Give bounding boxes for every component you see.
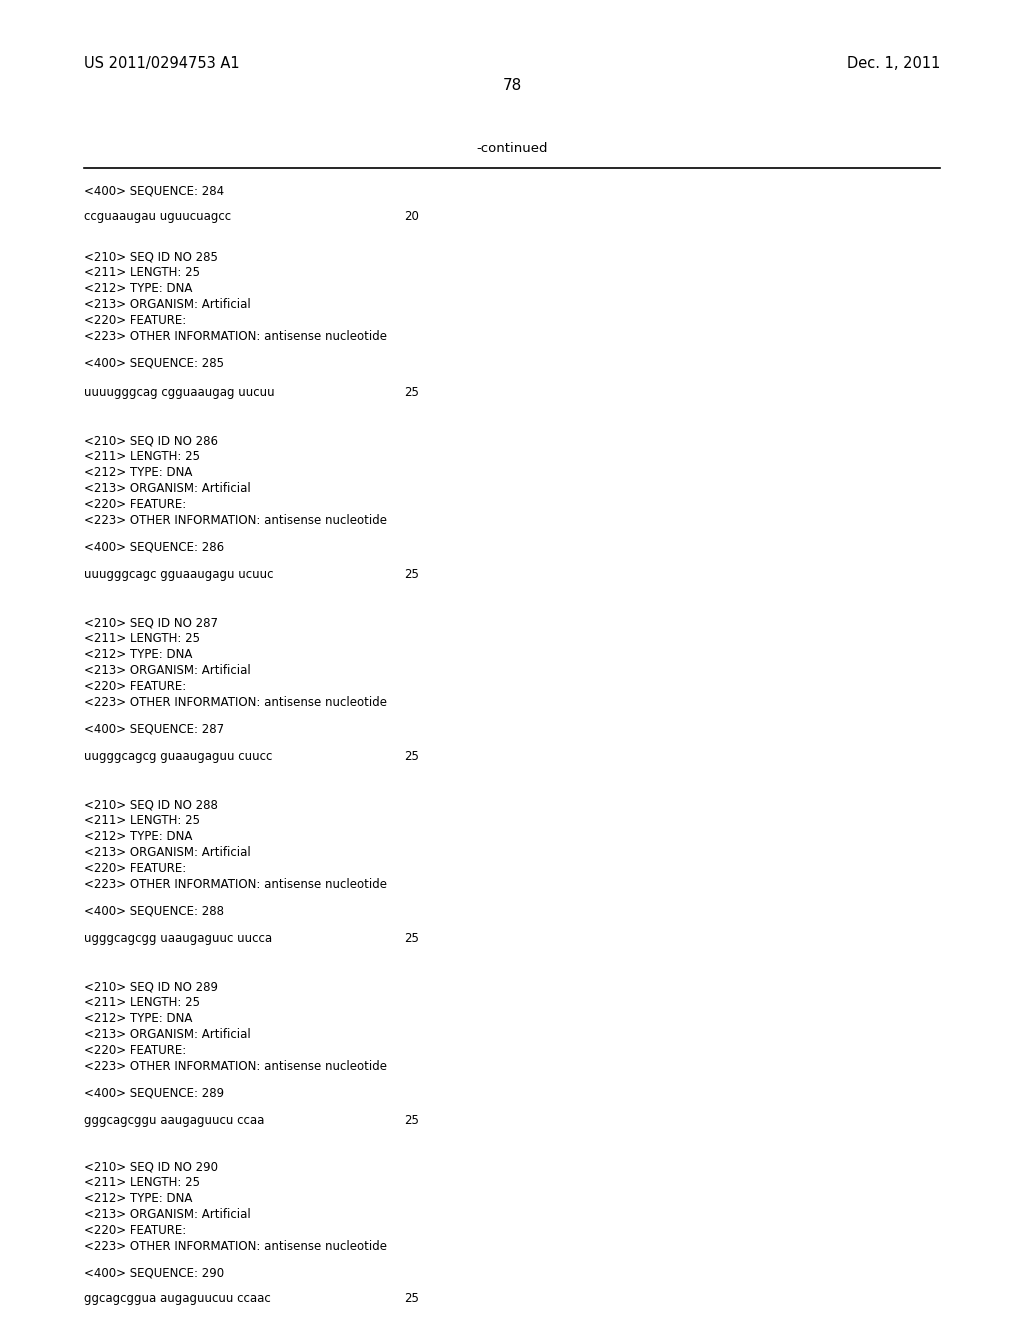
Text: <210> SEQ ID NO 285: <210> SEQ ID NO 285	[84, 249, 218, 263]
Text: <212> TYPE: DNA: <212> TYPE: DNA	[84, 282, 193, 294]
Text: <223> OTHER INFORMATION: antisense nucleotide: <223> OTHER INFORMATION: antisense nucle…	[84, 696, 387, 709]
Text: 25: 25	[404, 932, 420, 945]
Text: uuuugggcag cgguaaugag uucuu: uuuugggcag cgguaaugag uucuu	[84, 385, 274, 399]
Text: <212> TYPE: DNA: <212> TYPE: DNA	[84, 1012, 193, 1026]
Text: <223> OTHER INFORMATION: antisense nucleotide: <223> OTHER INFORMATION: antisense nucle…	[84, 1239, 387, 1253]
Text: <220> FEATURE:: <220> FEATURE:	[84, 680, 186, 693]
Text: <213> ORGANISM: Artificial: <213> ORGANISM: Artificial	[84, 664, 251, 677]
Text: <223> OTHER INFORMATION: antisense nucleotide: <223> OTHER INFORMATION: antisense nucle…	[84, 513, 387, 527]
Text: <400> SEQUENCE: 285: <400> SEQUENCE: 285	[84, 356, 224, 370]
Text: uugggcagcg guaaugaguu cuucc: uugggcagcg guaaugaguu cuucc	[84, 750, 272, 763]
Text: <212> TYPE: DNA: <212> TYPE: DNA	[84, 830, 193, 843]
Text: <210> SEQ ID NO 288: <210> SEQ ID NO 288	[84, 799, 218, 810]
Text: <212> TYPE: DNA: <212> TYPE: DNA	[84, 466, 193, 479]
Text: <210> SEQ ID NO 289: <210> SEQ ID NO 289	[84, 979, 218, 993]
Text: <210> SEQ ID NO 286: <210> SEQ ID NO 286	[84, 434, 218, 447]
Text: <213> ORGANISM: Artificial: <213> ORGANISM: Artificial	[84, 1208, 251, 1221]
Text: <220> FEATURE:: <220> FEATURE:	[84, 314, 186, 327]
Text: 78: 78	[503, 78, 521, 92]
Text: <220> FEATURE:: <220> FEATURE:	[84, 498, 186, 511]
Text: <400> SEQUENCE: 290: <400> SEQUENCE: 290	[84, 1266, 224, 1279]
Text: <400> SEQUENCE: 287: <400> SEQUENCE: 287	[84, 722, 224, 735]
Text: <220> FEATURE:: <220> FEATURE:	[84, 1044, 186, 1057]
Text: ggcagcggua augaguucuu ccaac: ggcagcggua augaguucuu ccaac	[84, 1292, 270, 1305]
Text: <211> LENGTH: 25: <211> LENGTH: 25	[84, 997, 200, 1008]
Text: -continued: -continued	[476, 143, 548, 154]
Text: <400> SEQUENCE: 284: <400> SEQUENCE: 284	[84, 185, 224, 198]
Text: <400> SEQUENCE: 286: <400> SEQUENCE: 286	[84, 540, 224, 553]
Text: <223> OTHER INFORMATION: antisense nucleotide: <223> OTHER INFORMATION: antisense nucle…	[84, 878, 387, 891]
Text: <220> FEATURE:: <220> FEATURE:	[84, 862, 186, 875]
Text: ugggcagcgg uaaugaguuc uucca: ugggcagcgg uaaugaguuc uucca	[84, 932, 272, 945]
Text: 25: 25	[404, 385, 420, 399]
Text: <400> SEQUENCE: 289: <400> SEQUENCE: 289	[84, 1086, 224, 1100]
Text: <213> ORGANISM: Artificial: <213> ORGANISM: Artificial	[84, 1028, 251, 1041]
Text: <210> SEQ ID NO 290: <210> SEQ ID NO 290	[84, 1160, 218, 1173]
Text: <213> ORGANISM: Artificial: <213> ORGANISM: Artificial	[84, 482, 251, 495]
Text: <212> TYPE: DNA: <212> TYPE: DNA	[84, 1192, 193, 1205]
Text: 20: 20	[404, 210, 420, 223]
Text: <223> OTHER INFORMATION: antisense nucleotide: <223> OTHER INFORMATION: antisense nucle…	[84, 1060, 387, 1073]
Text: <213> ORGANISM: Artificial: <213> ORGANISM: Artificial	[84, 846, 251, 859]
Text: <400> SEQUENCE: 288: <400> SEQUENCE: 288	[84, 904, 224, 917]
Text: <211> LENGTH: 25: <211> LENGTH: 25	[84, 450, 200, 463]
Text: 25: 25	[404, 1114, 420, 1127]
Text: <211> LENGTH: 25: <211> LENGTH: 25	[84, 1176, 200, 1189]
Text: <211> LENGTH: 25: <211> LENGTH: 25	[84, 814, 200, 828]
Text: US 2011/0294753 A1: US 2011/0294753 A1	[84, 55, 240, 71]
Text: <223> OTHER INFORMATION: antisense nucleotide: <223> OTHER INFORMATION: antisense nucle…	[84, 330, 387, 343]
Text: uuugggcagc gguaaugagu ucuuc: uuugggcagc gguaaugagu ucuuc	[84, 568, 273, 581]
Text: 25: 25	[404, 750, 420, 763]
Text: Dec. 1, 2011: Dec. 1, 2011	[847, 55, 940, 71]
Text: <213> ORGANISM: Artificial: <213> ORGANISM: Artificial	[84, 298, 251, 312]
Text: 25: 25	[404, 568, 420, 581]
Text: <210> SEQ ID NO 287: <210> SEQ ID NO 287	[84, 616, 218, 630]
Text: <211> LENGTH: 25: <211> LENGTH: 25	[84, 267, 200, 279]
Text: <211> LENGTH: 25: <211> LENGTH: 25	[84, 632, 200, 645]
Text: <212> TYPE: DNA: <212> TYPE: DNA	[84, 648, 193, 661]
Text: ccguaaugau uguucuagcc: ccguaaugau uguucuagcc	[84, 210, 231, 223]
Text: gggcagcggu aaugaguucu ccaa: gggcagcggu aaugaguucu ccaa	[84, 1114, 264, 1127]
Text: <220> FEATURE:: <220> FEATURE:	[84, 1224, 186, 1237]
Text: 25: 25	[404, 1292, 420, 1305]
